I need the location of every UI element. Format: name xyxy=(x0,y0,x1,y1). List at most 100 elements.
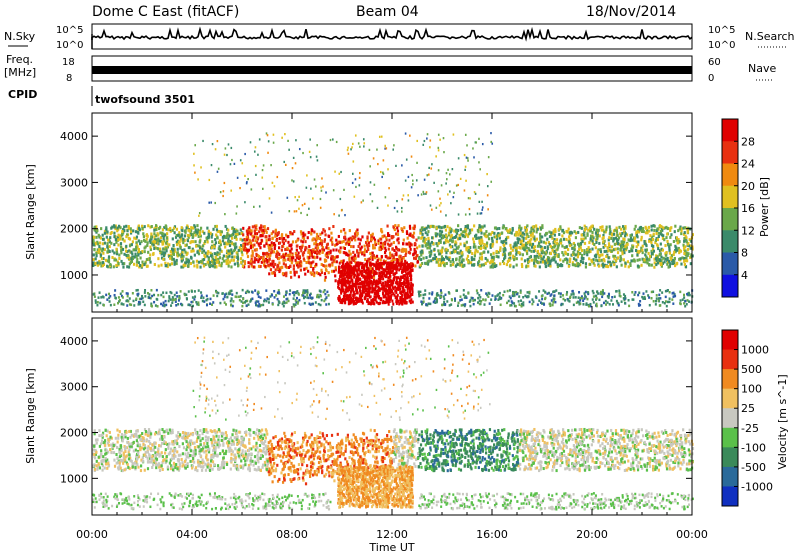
data-cell xyxy=(613,242,616,246)
data-cell xyxy=(193,290,196,293)
data-cell xyxy=(117,233,120,237)
data-cell xyxy=(636,264,640,268)
data-cell xyxy=(461,253,464,257)
data-cell xyxy=(387,242,390,246)
data-cell xyxy=(212,262,215,266)
data-cell xyxy=(265,132,268,135)
data-cell xyxy=(138,297,141,301)
data-cell xyxy=(339,250,342,254)
data-cell xyxy=(559,225,562,229)
data-cell xyxy=(121,296,124,299)
data-cell xyxy=(357,285,360,289)
data-cell xyxy=(343,251,346,255)
data-cell xyxy=(400,248,403,252)
data-cell xyxy=(193,225,197,229)
data-cell xyxy=(400,227,403,231)
data-cell xyxy=(511,228,514,232)
data-cell xyxy=(302,289,305,292)
data-cell xyxy=(519,246,522,250)
data-cell xyxy=(454,264,458,268)
data-cell xyxy=(485,292,488,295)
data-cell xyxy=(655,263,658,267)
data-cell xyxy=(400,282,403,286)
data-cell xyxy=(540,240,543,244)
data-cell xyxy=(135,247,138,251)
data-cell xyxy=(631,254,634,258)
data-cell xyxy=(515,257,518,261)
data-cell xyxy=(239,237,242,241)
data-cell xyxy=(347,294,350,298)
data-cell xyxy=(352,255,355,259)
data-cell xyxy=(222,194,224,198)
data-cell xyxy=(271,262,274,266)
data-cell xyxy=(150,289,153,292)
data-cell xyxy=(290,275,293,279)
data-cell xyxy=(290,261,293,265)
data-cell xyxy=(269,253,272,257)
data-cell xyxy=(395,278,398,282)
data-cell xyxy=(302,151,304,155)
data-cell xyxy=(373,255,376,259)
data-cell xyxy=(471,252,474,256)
data-cell xyxy=(345,295,348,299)
data-cell xyxy=(218,245,221,249)
data-cell xyxy=(426,133,429,136)
data-cell xyxy=(284,252,288,256)
data-cell xyxy=(669,235,672,239)
data-cell xyxy=(230,265,233,269)
data-cell xyxy=(126,229,129,233)
data-cell xyxy=(579,302,582,305)
data-cell xyxy=(118,256,121,260)
data-cell xyxy=(108,240,111,244)
data-cell xyxy=(429,254,432,258)
data-cell xyxy=(313,242,316,246)
data-cell xyxy=(340,291,343,295)
data-cell xyxy=(685,252,688,256)
data-cell xyxy=(411,283,414,287)
data-cell xyxy=(404,292,407,296)
data-cell xyxy=(309,249,312,253)
data-cell xyxy=(268,244,272,248)
data-cell xyxy=(149,253,152,257)
data-cell xyxy=(184,230,187,234)
data-cell xyxy=(525,265,528,269)
data-cell xyxy=(379,170,382,174)
data-cell xyxy=(419,294,422,297)
data-cell xyxy=(268,264,271,268)
data-cell xyxy=(391,266,394,270)
data-cell xyxy=(605,225,608,229)
data-cell xyxy=(604,230,607,234)
data-cell xyxy=(142,235,146,239)
data-cell xyxy=(393,206,396,210)
data-cell xyxy=(617,303,620,307)
data-cell xyxy=(199,260,203,264)
data-cell xyxy=(636,253,639,257)
data-cell xyxy=(689,246,692,250)
data-cell xyxy=(526,258,529,262)
data-cell xyxy=(532,235,535,239)
data-cell xyxy=(266,258,269,262)
data-cell xyxy=(669,243,672,247)
data-cell xyxy=(509,253,512,257)
data-cell xyxy=(280,234,283,238)
data-cell xyxy=(442,295,445,298)
data-cell xyxy=(327,294,330,297)
data-cell xyxy=(440,291,443,295)
data-cell xyxy=(410,292,413,296)
data-cell xyxy=(577,252,581,256)
data-cell xyxy=(687,293,690,297)
data-cell xyxy=(248,230,251,234)
data-cell xyxy=(371,290,374,294)
data-cell xyxy=(479,296,482,299)
data-cell xyxy=(244,248,247,252)
data-cell xyxy=(615,289,618,293)
data-cell xyxy=(192,235,195,239)
data-cell xyxy=(92,263,95,267)
data-cell xyxy=(641,227,645,231)
data-cell xyxy=(149,225,152,229)
data-cell xyxy=(272,250,276,254)
data-cell xyxy=(459,242,462,246)
data-cell xyxy=(293,230,296,234)
data-cell xyxy=(144,245,147,249)
data-cell xyxy=(615,265,618,269)
